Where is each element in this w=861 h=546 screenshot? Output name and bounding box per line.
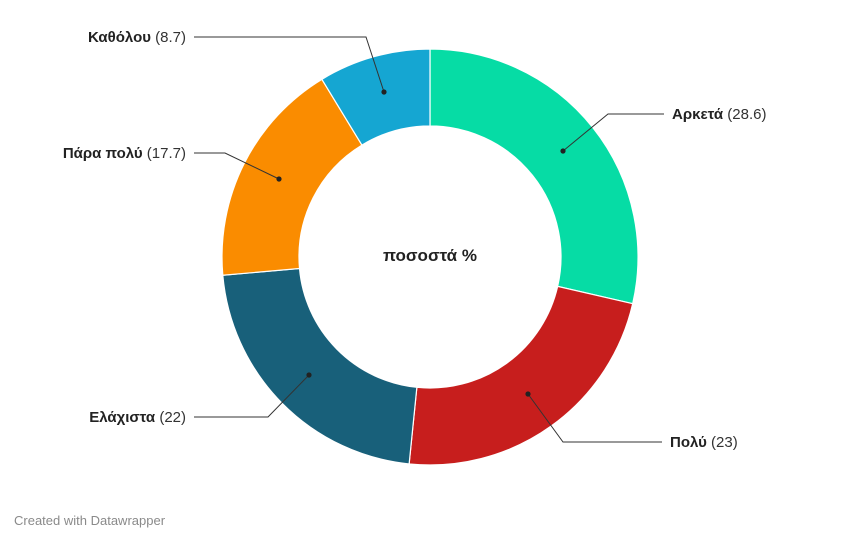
leader-line-4	[194, 36, 385, 93]
slice-label-value-2: (22)	[155, 409, 186, 426]
slice-label-3: Πάρα πολύ (17.7)	[63, 145, 186, 162]
slice-label-0: Αρκετά (28.6)	[672, 106, 766, 123]
leader-dot-2	[306, 372, 312, 378]
slice-label-name-2: Ελάχιστα	[89, 409, 156, 426]
slice-label-1: Πολύ (23)	[670, 434, 738, 451]
slice-4	[321, 48, 431, 146]
leader-dot-3	[276, 176, 282, 182]
chart-labels: Αρκετά (28.6) Πολύ (23) Ελάχιστα (22) Πάρα …	[63, 29, 767, 451]
slice-2	[222, 267, 418, 465]
slice-0	[429, 48, 639, 305]
leader-dot-0	[560, 148, 566, 154]
slice-label-name-3: Πάρα πολύ	[63, 145, 143, 162]
slice-label-name-4: Καθόλου	[88, 29, 151, 46]
slice-label-value-4: (8.7)	[151, 29, 186, 46]
center-label: ποσοστά %	[383, 246, 477, 265]
leader-dot-4	[381, 89, 387, 95]
slice-label-4: Καθόλου (8.7)	[88, 29, 186, 46]
slice-label-name-1: Πολύ	[670, 434, 707, 451]
slice-label-value-1: (23)	[707, 434, 738, 451]
slice-label-2: Ελάχιστα (22)	[89, 409, 186, 426]
footer-credit: Created with Datawrapper	[14, 513, 166, 528]
leader-line-0	[562, 113, 664, 152]
slice-label-value-3: (17.7)	[143, 145, 186, 162]
leader-dot-1	[525, 391, 531, 397]
chart-leader-lines	[194, 36, 664, 443]
slice-label-value-0: (28.6)	[723, 106, 766, 123]
leader-line-3	[194, 152, 280, 180]
leader-line-2	[194, 374, 310, 418]
slice-label-name-0: Αρκετά	[672, 106, 724, 123]
leader-line-1	[527, 393, 662, 443]
slice-1	[408, 285, 634, 466]
chart-slices	[221, 48, 639, 466]
